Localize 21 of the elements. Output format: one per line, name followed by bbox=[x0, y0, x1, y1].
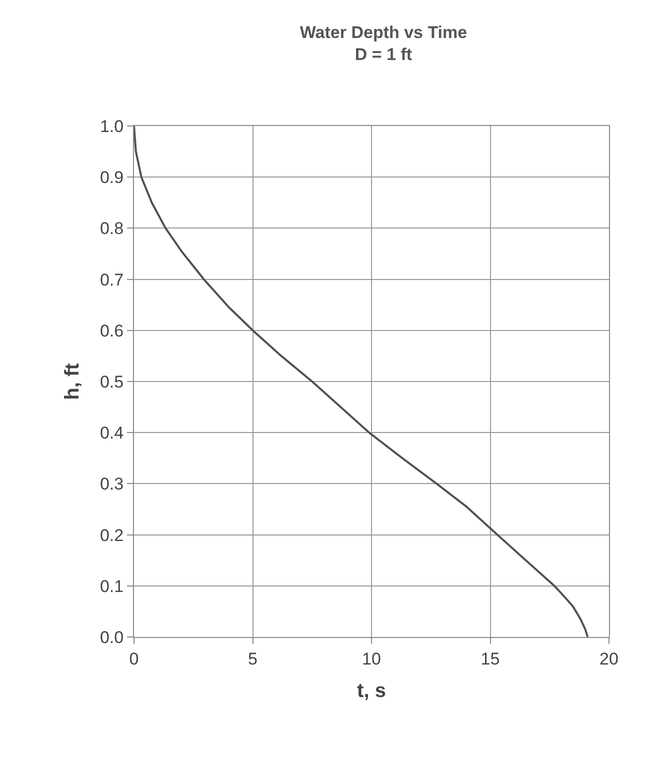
y-tick-label: 0.1 bbox=[100, 576, 124, 596]
y-tick-label: 0.6 bbox=[100, 321, 124, 340]
x-tick-label: 0 bbox=[129, 649, 139, 668]
y-tick-label: 0.8 bbox=[100, 219, 124, 238]
x-tick-label: 10 bbox=[362, 649, 381, 668]
y-tick-label: 1.0 bbox=[100, 116, 124, 136]
line-series bbox=[134, 126, 589, 637]
x-tick-label: 5 bbox=[248, 649, 258, 668]
x-tick-label: 20 bbox=[600, 649, 618, 668]
x-tick-label: 15 bbox=[480, 649, 500, 668]
y-tick-label: 0.3 bbox=[100, 474, 124, 494]
y-tick-label: 0.2 bbox=[100, 526, 124, 545]
y-tick-label: 0.5 bbox=[100, 372, 124, 392]
chart-subtitle: D = 1 ft bbox=[354, 45, 412, 64]
y-tick-label: 0.7 bbox=[100, 270, 124, 290]
y-tick-label: 0.0 bbox=[100, 628, 124, 647]
y-tick-label: 0.9 bbox=[100, 168, 124, 188]
chart-title: Water Depth vs Time bbox=[300, 23, 468, 42]
y-tick-label: 0.4 bbox=[100, 424, 124, 443]
x-axis-title: t, s bbox=[357, 680, 386, 702]
y-axis-title: h, ft bbox=[61, 362, 84, 400]
